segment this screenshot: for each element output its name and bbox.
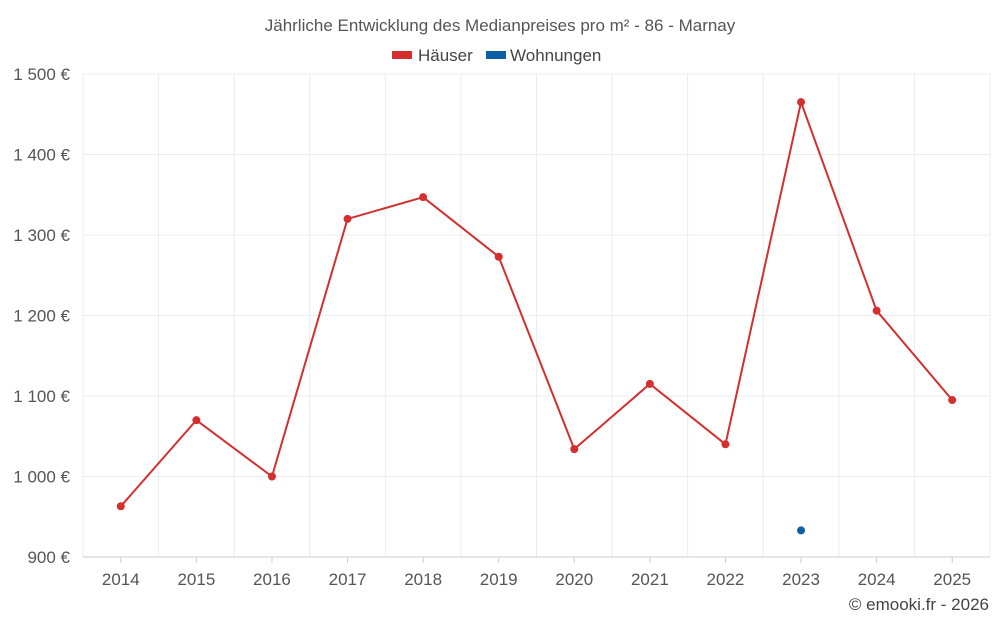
data-point-houses[interactable] (343, 214, 352, 223)
data-point-houses[interactable] (721, 440, 730, 449)
data-point-houses[interactable] (192, 416, 201, 425)
x-tick-label: 2018 (404, 570, 442, 589)
x-tick-label: 2025 (933, 570, 971, 589)
x-tick-label: 2019 (480, 570, 518, 589)
data-point-houses[interactable] (419, 193, 428, 202)
data-point-houses[interactable] (948, 396, 957, 405)
data-point-houses[interactable] (570, 445, 579, 454)
legend-label-houses[interactable]: Häuser (418, 46, 473, 65)
legend-swatch-apartments[interactable] (486, 51, 506, 59)
x-tick-label: 2017 (329, 570, 367, 589)
x-tick-label: 2020 (555, 570, 593, 589)
legend: Häuser Wohnungen (392, 46, 601, 65)
data-point-houses[interactable] (494, 252, 503, 261)
x-tick-label: 2016 (253, 570, 291, 589)
legend-label-apartments[interactable]: Wohnungen (510, 46, 601, 65)
x-tick-label: 2022 (707, 570, 745, 589)
data-point-houses[interactable] (872, 306, 881, 315)
y-tick-label: 1 400 € (13, 146, 70, 165)
data-point-houses[interactable] (645, 379, 654, 388)
y-tick-label: 1 300 € (13, 226, 70, 245)
x-tick-label: 2015 (177, 570, 215, 589)
data-point-houses[interactable] (797, 98, 806, 107)
y-tick-label: 1 200 € (13, 307, 70, 326)
y-tick-label: 900 € (27, 548, 70, 567)
y-tick-label: 1 100 € (13, 387, 70, 406)
chart-title: Jährliche Entwicklung des Medianpreises … (265, 16, 736, 35)
grid (82, 73, 991, 558)
legend-swatch-houses[interactable] (392, 51, 412, 59)
data-point-houses[interactable] (267, 472, 276, 481)
series-line-houses (120, 101, 953, 507)
x-tick-label: 2024 (858, 570, 896, 589)
y-tick-label: 1 500 € (13, 65, 70, 84)
data-point-apartments[interactable] (797, 526, 806, 535)
x-tick-label: 2023 (782, 570, 820, 589)
footer-credit: © emooki.fr - 2026 (849, 595, 989, 614)
x-tick-label: 2021 (631, 570, 669, 589)
series-layer (116, 98, 957, 535)
data-point-houses[interactable] (116, 502, 125, 511)
y-tick-label: 1 000 € (13, 468, 70, 487)
axes: 900 € 1 000 € 1 100 € 1 200 € 1 300 € 1 400 €… (13, 65, 971, 589)
x-tick-label: 2014 (102, 570, 140, 589)
